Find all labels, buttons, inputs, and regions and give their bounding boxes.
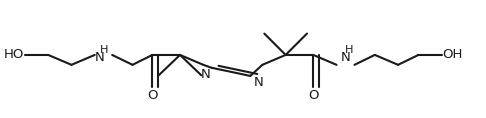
Text: O: O bbox=[147, 89, 157, 102]
Text: N: N bbox=[95, 51, 104, 64]
Text: OH: OH bbox=[443, 48, 463, 61]
Text: H: H bbox=[100, 45, 108, 55]
Text: N: N bbox=[200, 68, 210, 81]
Text: N: N bbox=[340, 51, 350, 64]
Text: H: H bbox=[346, 45, 354, 55]
Text: O: O bbox=[308, 89, 318, 102]
Text: N: N bbox=[254, 76, 264, 89]
Text: HO: HO bbox=[3, 48, 24, 61]
